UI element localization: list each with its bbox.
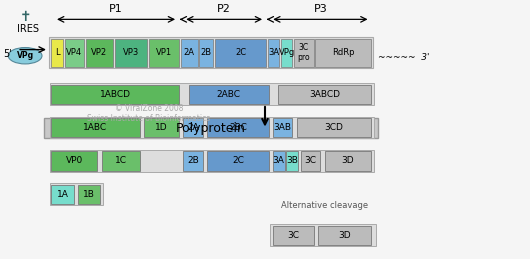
Text: 2C: 2C	[232, 156, 244, 166]
Text: 3D: 3D	[342, 156, 355, 166]
Text: 3A: 3A	[273, 156, 285, 166]
FancyBboxPatch shape	[270, 224, 376, 246]
FancyBboxPatch shape	[324, 151, 372, 170]
FancyBboxPatch shape	[183, 118, 203, 137]
Text: P1: P1	[109, 4, 123, 14]
FancyBboxPatch shape	[297, 118, 372, 137]
Text: IRES: IRES	[17, 24, 39, 34]
Text: 3AB: 3AB	[273, 123, 292, 132]
FancyBboxPatch shape	[78, 185, 100, 204]
Text: 2A: 2A	[183, 48, 195, 57]
FancyBboxPatch shape	[278, 85, 372, 104]
Text: 2B: 2B	[187, 156, 199, 166]
FancyBboxPatch shape	[207, 118, 269, 137]
Text: 1C: 1C	[114, 156, 127, 166]
FancyBboxPatch shape	[273, 118, 293, 137]
FancyBboxPatch shape	[65, 39, 84, 67]
FancyBboxPatch shape	[50, 183, 103, 205]
FancyBboxPatch shape	[181, 39, 198, 67]
Text: VP4: VP4	[66, 48, 83, 57]
FancyBboxPatch shape	[51, 118, 139, 137]
FancyBboxPatch shape	[51, 151, 98, 170]
FancyBboxPatch shape	[273, 151, 285, 170]
FancyBboxPatch shape	[43, 118, 378, 139]
Text: VP0: VP0	[66, 156, 83, 166]
Text: VP3: VP3	[123, 48, 139, 57]
Text: 2B: 2B	[201, 48, 212, 57]
Text: 2BC: 2BC	[229, 123, 247, 132]
FancyBboxPatch shape	[49, 37, 373, 68]
Text: 2ABC: 2ABC	[217, 90, 241, 99]
Text: 1D: 1D	[155, 123, 167, 132]
FancyBboxPatch shape	[183, 151, 203, 170]
FancyBboxPatch shape	[301, 151, 320, 170]
FancyBboxPatch shape	[51, 185, 74, 204]
Text: Alternative cleavage: Alternative cleavage	[281, 201, 368, 210]
Text: © ViralZone 2008
Swiss Institute of Bioinformatics: © ViralZone 2008 Swiss Institute of Bioi…	[87, 104, 210, 123]
Text: 1ABC: 1ABC	[83, 123, 108, 132]
FancyBboxPatch shape	[149, 39, 179, 67]
FancyBboxPatch shape	[317, 226, 372, 245]
Text: P2: P2	[217, 4, 231, 14]
FancyBboxPatch shape	[294, 39, 314, 67]
Text: 1A: 1A	[57, 190, 68, 199]
Text: VPg: VPg	[16, 51, 34, 60]
FancyBboxPatch shape	[50, 150, 374, 172]
Text: 2C: 2C	[235, 48, 246, 57]
FancyBboxPatch shape	[286, 151, 298, 170]
Text: 1B: 1B	[83, 190, 95, 199]
Text: Polyprotein: Polyprotein	[176, 122, 246, 135]
FancyBboxPatch shape	[215, 39, 266, 67]
FancyBboxPatch shape	[102, 151, 139, 170]
FancyBboxPatch shape	[315, 39, 372, 67]
FancyBboxPatch shape	[189, 85, 269, 104]
FancyBboxPatch shape	[50, 83, 374, 105]
Text: ✝: ✝	[19, 10, 31, 24]
Text: 5': 5'	[3, 49, 12, 59]
FancyBboxPatch shape	[273, 226, 314, 245]
Text: 3A: 3A	[268, 48, 279, 57]
Text: ~~~~~  3': ~~~~~ 3'	[378, 53, 430, 62]
FancyBboxPatch shape	[50, 117, 374, 139]
Text: 2A: 2A	[187, 123, 199, 132]
Text: L: L	[55, 48, 59, 57]
FancyBboxPatch shape	[144, 118, 179, 137]
Text: 3D: 3D	[338, 231, 351, 240]
FancyBboxPatch shape	[281, 39, 293, 67]
Text: 1ABCD: 1ABCD	[100, 90, 131, 99]
FancyBboxPatch shape	[86, 39, 113, 67]
Text: 3CD: 3CD	[325, 123, 343, 132]
Text: 3C
pro: 3C pro	[297, 43, 310, 62]
Text: VP2: VP2	[91, 48, 108, 57]
Text: P3: P3	[313, 4, 327, 14]
Text: 3C: 3C	[287, 231, 299, 240]
Text: VPg: VPg	[278, 48, 295, 57]
FancyBboxPatch shape	[51, 85, 179, 104]
FancyBboxPatch shape	[51, 39, 63, 67]
Text: 3C: 3C	[305, 156, 316, 166]
Circle shape	[8, 48, 42, 64]
Text: VP1: VP1	[156, 48, 172, 57]
FancyBboxPatch shape	[207, 151, 269, 170]
Text: 3B: 3B	[286, 156, 298, 166]
Text: 3ABCD: 3ABCD	[310, 90, 340, 99]
FancyBboxPatch shape	[268, 39, 279, 67]
Text: RdRp: RdRp	[332, 48, 355, 57]
FancyBboxPatch shape	[114, 39, 147, 67]
FancyBboxPatch shape	[199, 39, 214, 67]
